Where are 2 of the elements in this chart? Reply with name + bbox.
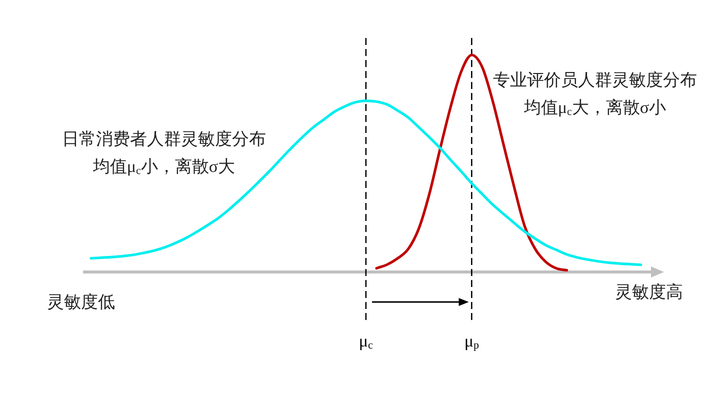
- text: 灵敏度低: [47, 292, 115, 312]
- text: 灵敏度高: [615, 282, 683, 302]
